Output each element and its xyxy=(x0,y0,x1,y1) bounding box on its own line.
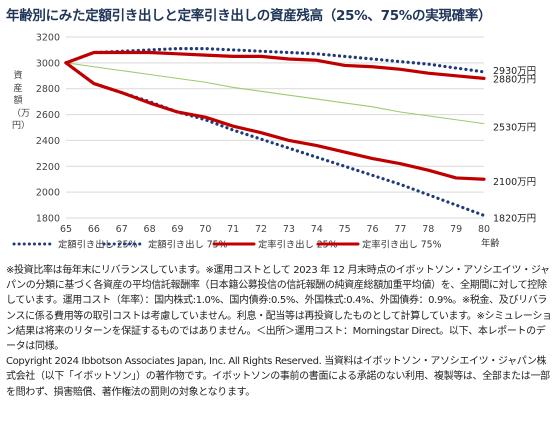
x-tick-label: 80 xyxy=(478,224,490,235)
x-tick-label: 74 xyxy=(311,224,323,235)
chart-title: 年齢別にみた定額引き出しと定率引き出しの資産残高（25%、75%の実現確率） xyxy=(6,8,492,24)
y-tick-label: 3000 xyxy=(36,58,60,69)
disclaimer-note: ※投資比率は毎年末にリバランスしています。※運用コストとして 2023 年 12… xyxy=(6,265,552,353)
end-value-label: 1820万円 xyxy=(493,213,536,224)
y-tick-label: 1800 xyxy=(36,214,60,225)
x-tick-label: 68 xyxy=(144,224,156,235)
x-tick-label: 78 xyxy=(422,224,434,235)
x-tick-label: 72 xyxy=(255,224,267,235)
x-tick-label: 73 xyxy=(283,224,295,235)
copyright-note: Copyright 2024 Ibbotson Associates Japan… xyxy=(6,356,550,398)
y-tick-label: 2200 xyxy=(36,162,60,173)
end-value-label: 2930万円 xyxy=(493,66,536,77)
y-tick-label: 2400 xyxy=(36,136,60,147)
x-tick-label: 76 xyxy=(366,224,378,235)
footnotes: ※投資比率は毎年末にリバランスしています。※運用コストとして 2023 年 12… xyxy=(6,263,554,400)
series-line xyxy=(64,61,486,181)
x-tick-label: 79 xyxy=(450,224,462,235)
x-tick-label: 71 xyxy=(227,224,239,235)
legend-label: 定率引き出し 25% xyxy=(258,239,338,251)
legend-label: 定額引き出し 75% xyxy=(148,239,228,251)
series-line xyxy=(64,50,486,80)
end-value-label: 2530万円 xyxy=(493,123,536,134)
legend-label: 定額引き出し 25% xyxy=(58,239,138,251)
y-tick-label: 2000 xyxy=(36,188,60,199)
y-tick-label: 2800 xyxy=(36,84,60,95)
line-chart: 1800 2000 2200 2400 2600 2800 3000 3200 65 66 67 68… xyxy=(12,33,536,251)
y-axis-label: 資産額（万円） xyxy=(12,71,31,131)
end-value-label: 2100万円 xyxy=(493,177,536,188)
x-tick-label: 70 xyxy=(199,224,211,235)
series-line xyxy=(65,62,485,125)
end-value-label: 2880万円 xyxy=(493,74,536,85)
x-axis-label: 年齢 xyxy=(481,237,500,249)
y-tick-label: 3200 xyxy=(36,33,60,44)
x-tick-label: 77 xyxy=(394,224,406,235)
x-tick-label: 67 xyxy=(116,224,128,235)
series-line xyxy=(64,47,486,74)
x-tick-label: 75 xyxy=(339,224,351,235)
legend-label: 定率引き出し 75% xyxy=(362,239,442,251)
x-tick-label: 65 xyxy=(60,224,72,235)
y-tick-label: 2600 xyxy=(36,110,60,121)
x-tick-label: 66 xyxy=(88,224,100,235)
x-tick-label: 69 xyxy=(171,224,183,235)
